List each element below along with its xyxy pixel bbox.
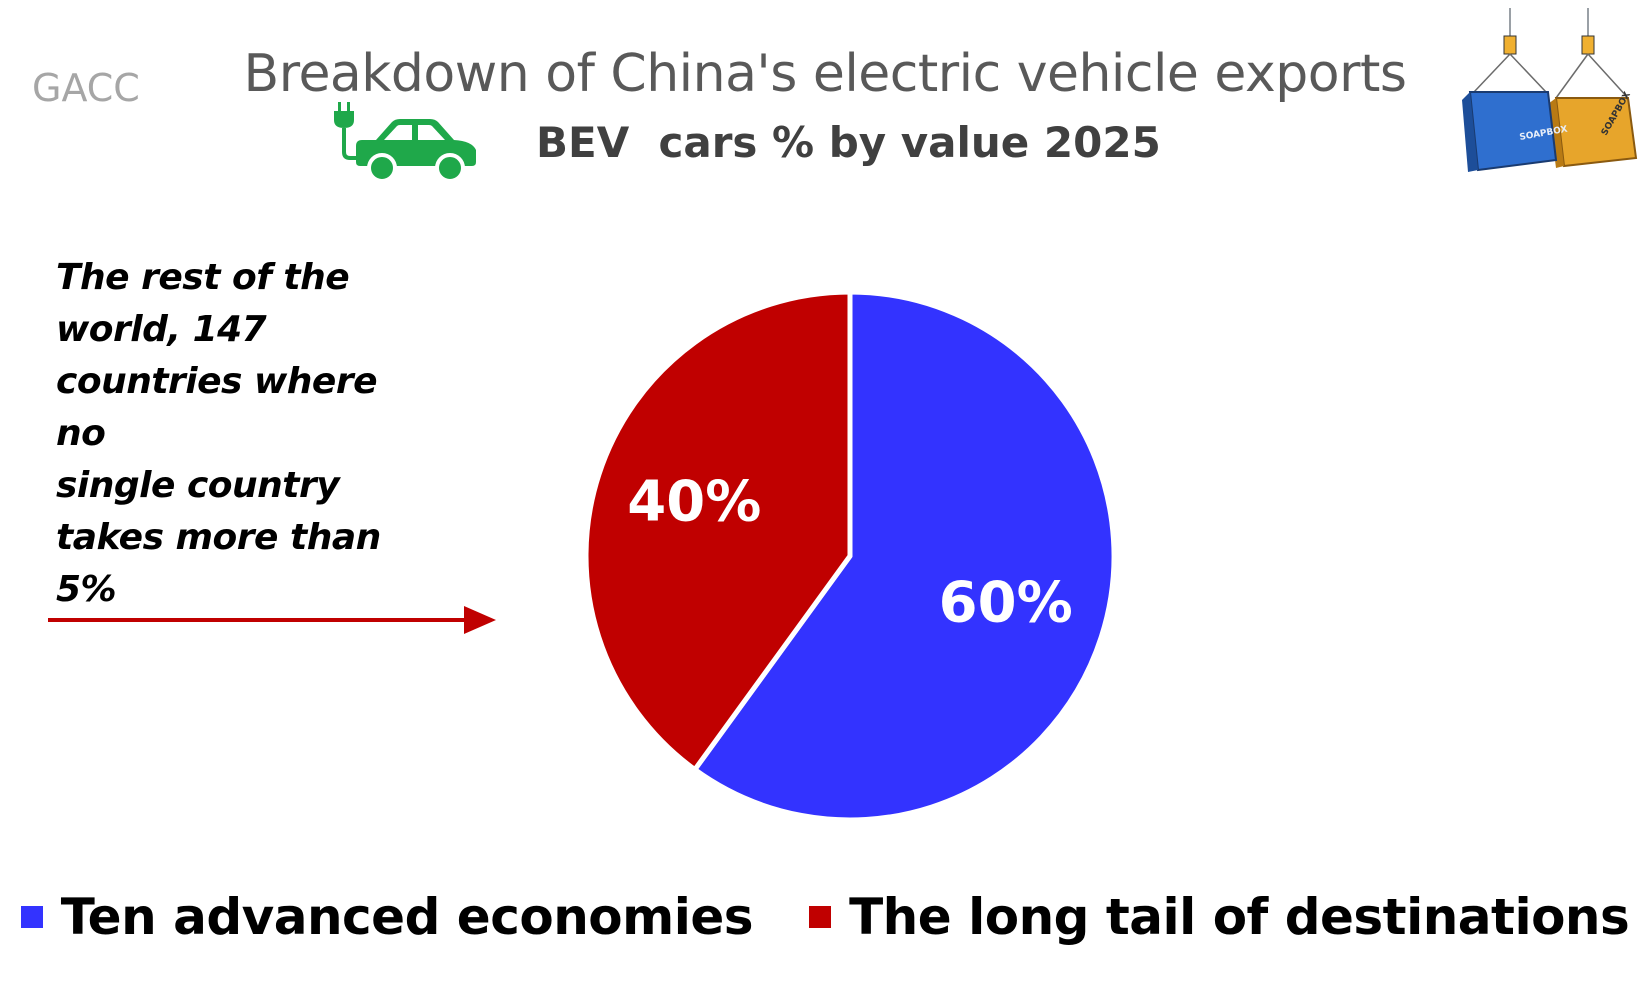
pie-slice-advanced bbox=[692, 289, 1117, 823]
legend-item-tail: The long tail of destinations bbox=[809, 888, 1630, 946]
annotation-line: 5% bbox=[56, 569, 117, 610]
pie-chart: 60% 40% bbox=[560, 266, 1140, 846]
pie-slice-tail bbox=[583, 289, 853, 773]
legend-label-tail: The long tail of destinations bbox=[849, 888, 1630, 946]
annotation-text: The rest of the world, 147 countries whe… bbox=[56, 252, 416, 616]
data-label-tail: 40% bbox=[627, 470, 761, 535]
soapbox-containers-logo: SOAPBOX SOAPBOX bbox=[1460, 8, 1640, 186]
annotation-line: The rest of the bbox=[56, 257, 350, 298]
legend-item-advanced: Ten advanced economies bbox=[20, 888, 754, 946]
ev-car-plug-icon bbox=[330, 102, 480, 190]
annotation-arrow bbox=[48, 600, 508, 640]
annotation-line: world, 147 bbox=[56, 309, 267, 350]
annotation-line: takes more than bbox=[56, 517, 381, 558]
legend-swatch-advanced bbox=[20, 906, 43, 928]
annotation-line: single country bbox=[56, 465, 340, 506]
chart-subtitle: BEV cars % by value 2025 bbox=[536, 118, 1161, 167]
chart-title: Breakdown of China's electric vehicle ex… bbox=[243, 44, 1407, 104]
legend-label-advanced: Ten advanced economies bbox=[60, 888, 754, 946]
annotation-line: countries where no bbox=[56, 361, 377, 454]
source-label: GACC bbox=[32, 66, 140, 110]
chart-legend: Ten advanced economies The long tail of … bbox=[0, 888, 1650, 946]
legend-swatch-tail bbox=[809, 906, 832, 928]
data-label-advanced: 60% bbox=[939, 571, 1073, 636]
